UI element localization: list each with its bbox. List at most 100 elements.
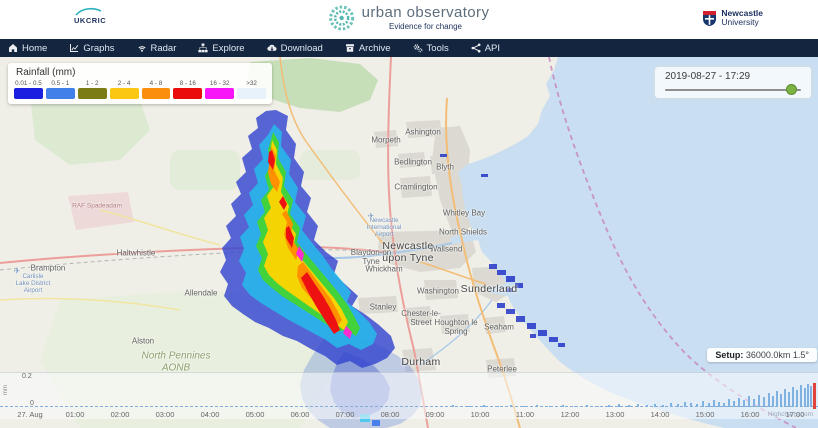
timeline-x-label: 27. Aug: [17, 410, 43, 419]
timeline-bar: [483, 405, 485, 407]
brand-title: urban observatory: [361, 4, 490, 21]
timeline-bar: [536, 405, 538, 407]
timeline-bar: [586, 405, 588, 407]
tools-icon: [413, 43, 423, 53]
legend-item: 1 - 2: [77, 80, 107, 99]
timeline-x-label: 14:00: [650, 410, 670, 419]
setup-badge[interactable]: Setup: 36000.0km 1.5°: [707, 348, 817, 362]
site-header: UKCRIC urban observatory Evidence for ch…: [0, 0, 818, 39]
university-name-2: University: [721, 17, 759, 28]
timeline-x-label: 16:00: [740, 410, 760, 419]
setup-value: 36000.0km 1.5°: [745, 350, 809, 360]
legend-item: 4 - 8: [141, 80, 171, 99]
timeline-bar: [800, 385, 802, 407]
timeline-bar: [654, 404, 656, 407]
timeline-bar: [523, 406, 525, 407]
current-datetime: 2019-08-27 - 17:29: [665, 71, 751, 82]
newcastle-university-logo[interactable]: Newcastle University: [702, 8, 763, 28]
nav-item[interactable]: Tools: [402, 39, 460, 57]
archive-icon: [345, 43, 355, 53]
legend-color-swatch: [205, 88, 235, 99]
timeline-bar: [702, 401, 704, 407]
timeline-x-label: 03:00: [155, 410, 175, 419]
timeline-bar: [696, 404, 698, 407]
legend-color-swatch: [77, 88, 107, 99]
nav-item[interactable]: Download: [256, 39, 334, 57]
timeline-baseline: [0, 406, 818, 407]
timeline-bar: [753, 399, 755, 407]
timeline-bar: [743, 400, 745, 407]
university-shield-icon: [703, 10, 717, 26]
legend-item: 16 - 32: [205, 80, 235, 99]
timeline-x-label: 02:00: [110, 410, 130, 419]
nav-item[interactable]: API: [460, 39, 511, 57]
radar-icon: [137, 43, 147, 53]
timeline-bar: [628, 405, 630, 407]
legend-item: 0.5 - 1: [45, 80, 75, 99]
timeline-bar: [776, 391, 778, 407]
legend-color-swatch: [237, 88, 266, 99]
timeline-bar: [549, 406, 551, 407]
timeline-x-label: 13:00: [605, 410, 625, 419]
timeline-x-label: 07:00: [335, 410, 355, 419]
timeline-x-label: 11:00: [515, 410, 535, 419]
highcharts-watermark: Highcharts.com: [767, 411, 813, 418]
timeline-bar: [574, 406, 576, 407]
timeline-bar: [784, 389, 786, 407]
timeline-bar: [452, 405, 454, 407]
timeline-bar: [497, 406, 499, 407]
timeline-bar: [728, 399, 730, 407]
timeline-bar: [468, 406, 470, 407]
timeline-bar: [788, 392, 790, 407]
timeline-bar: [733, 401, 735, 407]
timeline-bar: [637, 404, 639, 407]
home-icon: [8, 43, 18, 53]
timeline-x-label: 05:00: [245, 410, 265, 419]
map-canvas[interactable]: [0, 56, 818, 428]
timeline-bar: [807, 384, 809, 407]
timeline-bar: [748, 396, 750, 407]
api-icon: [471, 43, 481, 53]
timeline-bar: [684, 402, 686, 407]
legend-color-swatch: [14, 88, 43, 99]
urban-observatory-logo[interactable]: urban observatory Evidence for change: [329, 4, 490, 31]
timeline-bar: [690, 403, 692, 407]
nav-item[interactable]: Explore: [187, 39, 255, 57]
time-control: 2019-08-27 - 17:29: [654, 66, 812, 99]
timeline-x-label: 17:00: [785, 410, 805, 419]
timeline-bar: [758, 395, 760, 407]
timeline-x-label: 12:00: [560, 410, 580, 419]
ukcric-swoosh-icon: [75, 7, 102, 16]
nav-item[interactable]: Graphs: [58, 39, 125, 57]
timeline-bar: [597, 406, 599, 407]
timeline-x-label: 15:00: [695, 410, 715, 419]
timeline-bar: [763, 397, 765, 407]
legend-color-swatch: [141, 88, 171, 99]
timeline-bar: [718, 402, 720, 407]
timeline-navigator[interactable]: mm 0.2 0 27. Aug 01:00 02:00 03:00 04:00 05:00…: [0, 372, 818, 419]
graphs-icon: [69, 43, 79, 53]
timeline-bar: [562, 405, 564, 407]
timeline-bar: [810, 386, 812, 407]
timeline-bar: [796, 390, 798, 407]
nav-item[interactable]: Archive: [334, 39, 402, 57]
ukcric-logo[interactable]: UKCRIC: [74, 7, 106, 25]
timeline-bar: [608, 405, 610, 407]
timeline-bar: [618, 404, 620, 407]
ukcric-label: UKCRIC: [74, 16, 107, 25]
time-slider-knob[interactable]: [786, 84, 798, 95]
timeline-bar: [738, 398, 740, 407]
timeline-bar: [772, 396, 774, 407]
nav-item[interactable]: Home: [0, 39, 58, 57]
nav-item[interactable]: Radar: [126, 39, 188, 57]
timeline-bar: [768, 393, 770, 407]
current-time-bar[interactable]: [813, 383, 816, 409]
time-slider-track[interactable]: [665, 84, 801, 95]
timeline-x-label: 04:00: [200, 410, 220, 419]
timeline-bar: [510, 405, 512, 407]
legend-item: >32: [237, 80, 266, 99]
timeline-bar: [792, 387, 794, 407]
map-art: [0, 56, 818, 428]
timeline-y-label: 0: [30, 400, 34, 407]
timeline-bar: [677, 404, 679, 407]
